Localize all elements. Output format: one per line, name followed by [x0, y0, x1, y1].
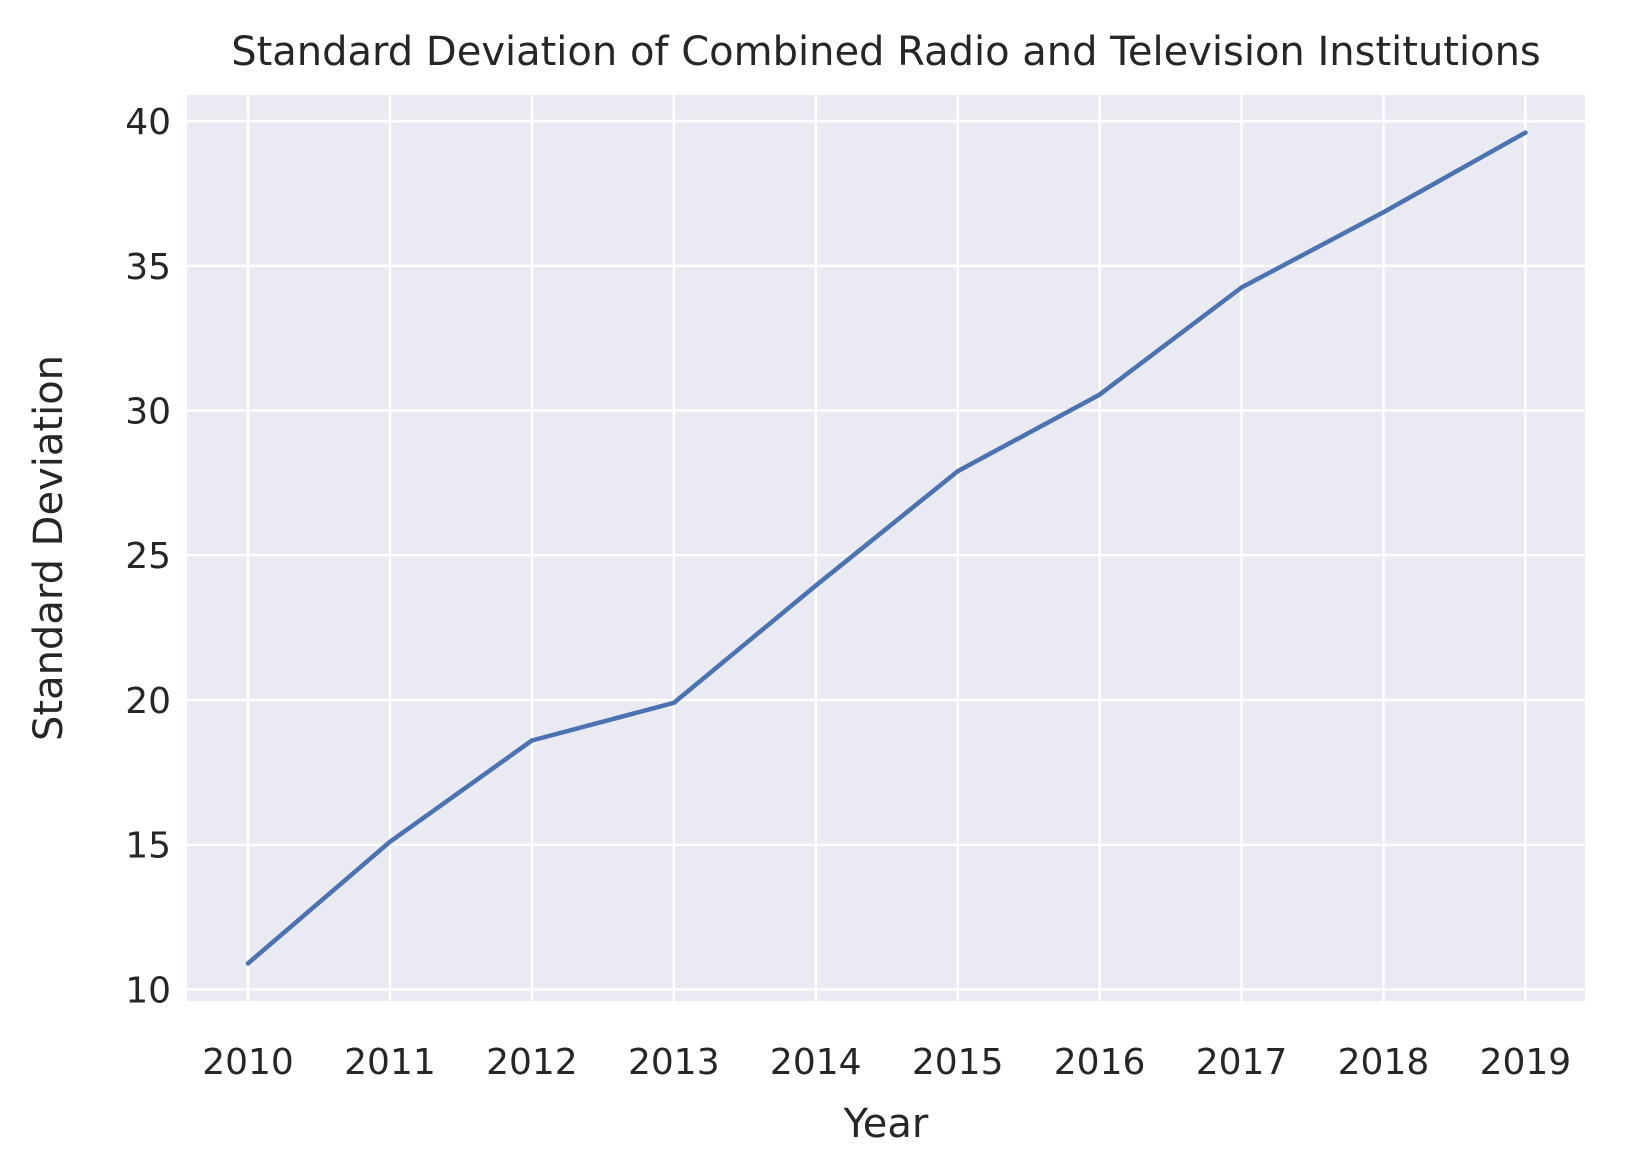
y-tick-label: 10 — [125, 970, 171, 1011]
y-tick-labels: 10 15 20 25 30 35 40 — [125, 102, 171, 1011]
x-tick-label: 2018 — [1338, 1042, 1430, 1083]
data-point — [1381, 210, 1386, 215]
series-line — [245, 130, 1528, 966]
y-axis-title: Standard Deviation — [26, 355, 72, 741]
x-tick-label: 2016 — [1054, 1042, 1146, 1083]
x-tick-label: 2011 — [344, 1042, 436, 1083]
x-tick-label: 2015 — [912, 1042, 1004, 1083]
data-series — [245, 130, 1528, 966]
x-tick-label: 2012 — [486, 1042, 578, 1083]
y-tick-label: 35 — [125, 247, 171, 288]
data-point — [671, 700, 677, 706]
x-tick-labels: 2010 2011 2012 2013 2014 2015 2016 2017 2018 2019 — [202, 1042, 1571, 1083]
plot-background — [187, 95, 1585, 1001]
data-point — [245, 961, 251, 966]
y-tick-label: 15 — [125, 826, 171, 867]
y-tick-label: 40 — [125, 102, 171, 143]
data-point — [1523, 130, 1528, 135]
x-tick-label: 2013 — [628, 1042, 720, 1083]
x-tick-label: 2010 — [202, 1042, 294, 1083]
y-tick-label: 25 — [125, 536, 171, 577]
x-tick-label: 2019 — [1480, 1042, 1572, 1083]
data-point — [1097, 392, 1102, 397]
data-point — [387, 839, 393, 844]
chart-title: Standard Deviation of Combined Radio and… — [231, 29, 1541, 75]
y-tick-label: 20 — [125, 681, 171, 722]
y-tick-label: 30 — [125, 392, 171, 433]
grid-lines — [187, 95, 1585, 1001]
data-point — [1239, 285, 1244, 290]
data-point — [813, 583, 818, 588]
data-point — [955, 469, 960, 474]
x-tick-label: 2017 — [1196, 1042, 1288, 1083]
data-point — [529, 738, 535, 743]
x-tick-label: 2014 — [770, 1042, 862, 1083]
x-axis-title: Year — [843, 1101, 929, 1147]
